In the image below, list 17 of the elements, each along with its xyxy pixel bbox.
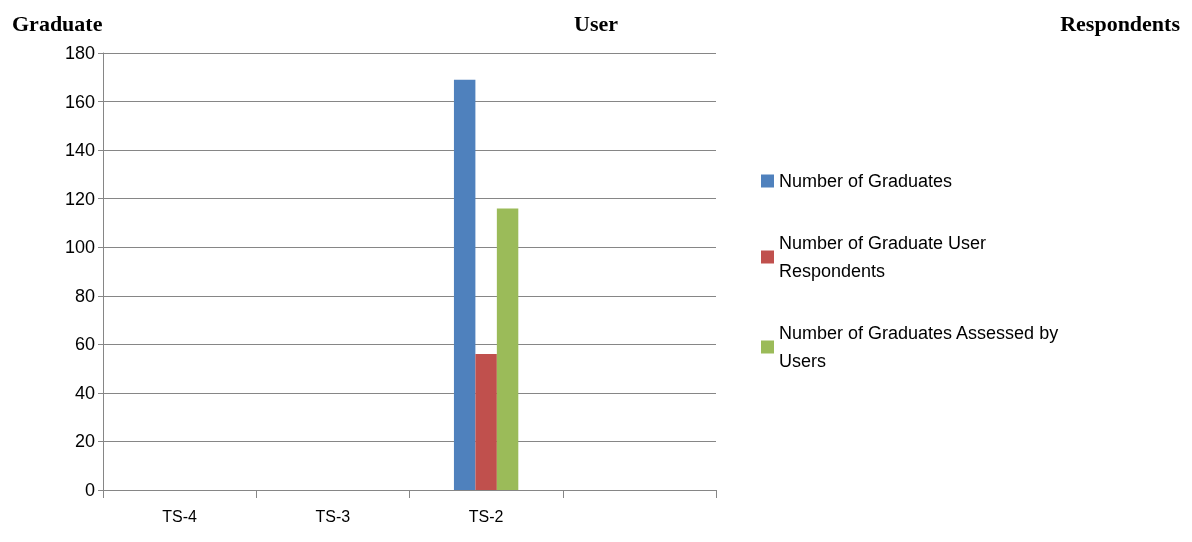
x-tick-label: TS-3 [315, 507, 351, 525]
y-tick-label: 40 [74, 382, 95, 403]
y-tick-label: 60 [74, 334, 95, 355]
y-tick-label: 140 [64, 140, 95, 161]
y-tick-label: 0 [84, 480, 95, 500]
legend-label: Number of Graduates Assessed by Users [779, 323, 1064, 371]
y-tick-label: 120 [64, 188, 95, 209]
x-tick-label: TS-4 [162, 507, 198, 525]
y-tick-label: 180 [64, 43, 95, 63]
y-tick-label: 100 [64, 237, 95, 258]
legend-label: Number of Graduates [779, 171, 953, 191]
y-tick-label: 160 [64, 91, 95, 112]
y-tick-label: 20 [74, 431, 95, 452]
x-tick-label: TS-2 [468, 507, 504, 525]
chart-title: Graduate User Respondents [12, 10, 1180, 36]
legend-label: Number of Graduate User Respondents [779, 233, 992, 281]
y-tick-label: 80 [74, 285, 95, 306]
